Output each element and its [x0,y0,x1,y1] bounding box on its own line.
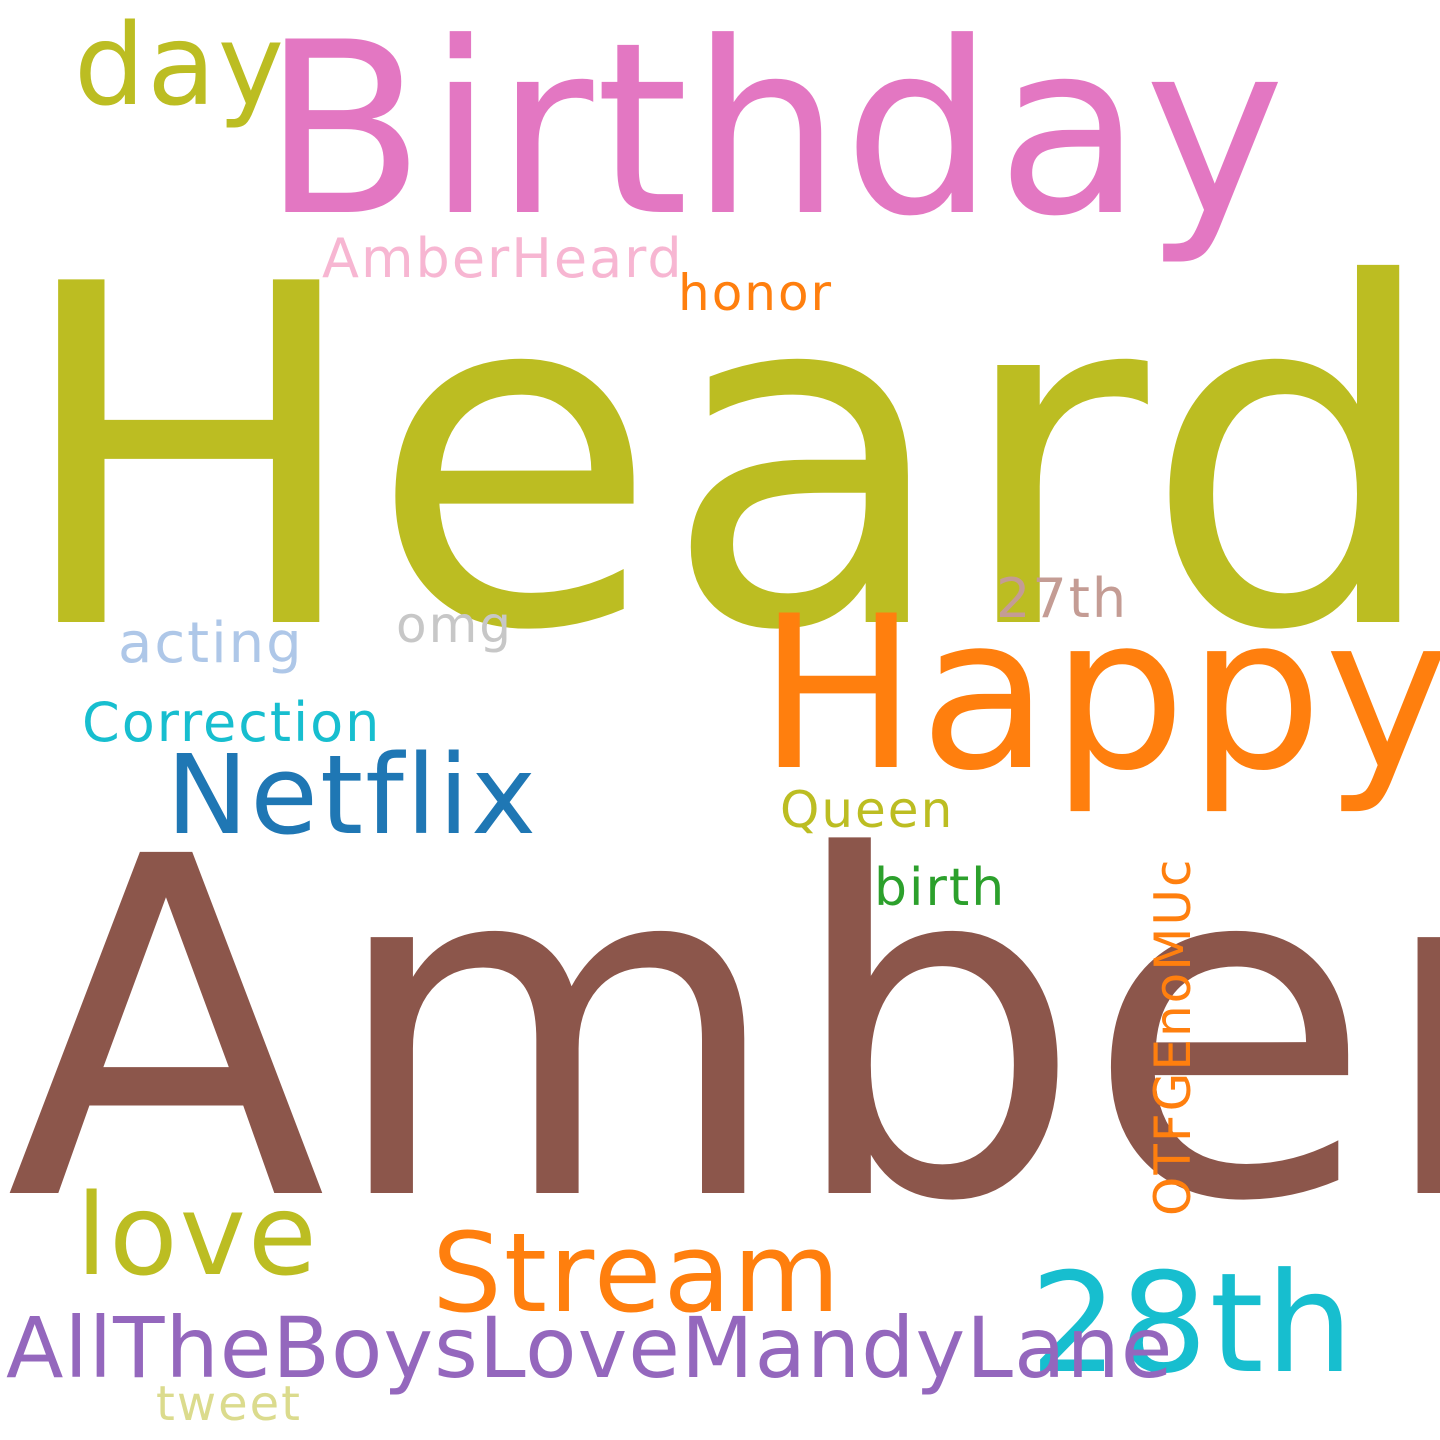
word-netflix: Netflix [166,731,539,859]
word-birth: birth [874,858,1007,918]
word-tweet: tweet [156,1376,302,1432]
word-queen: Queen [780,781,955,839]
word-happy: Happy [758,570,1440,817]
word-28th: 28th [1030,1243,1356,1404]
word-amberheard: AmberHeard [322,227,684,290]
word-acting: acting [118,611,304,676]
word-stream: Stream [432,1209,842,1337]
word-otfgenomuc: OTFGEnoMUc [1144,857,1202,1216]
word-honor: honor [678,264,834,322]
word-day: day [74,1,287,131]
word-27th: 27th [996,567,1129,630]
word-heard: Heard [12,186,1440,733]
word-love: love [76,1171,319,1301]
word-omg: omg [396,596,514,654]
word-birthday: Birthday [262,0,1288,269]
word-correction: Correction [82,691,382,754]
word-amber: Amber [6,760,1440,1304]
word-alltheboyslovemandylane: AllTheBoysLoveMandyLane [6,1299,1174,1397]
